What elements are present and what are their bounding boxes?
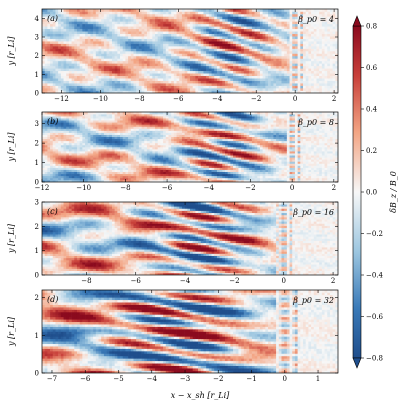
x-tick-label: 0	[290, 184, 294, 192]
x-tick-label: −6	[131, 277, 142, 285]
colorbar-min-arrow	[352, 357, 362, 369]
x-tick-label: −6	[162, 184, 173, 192]
beta-label: β_p0 = 16	[292, 208, 334, 217]
x-tick-label: −2	[245, 184, 255, 192]
y-tick-label: 0	[35, 90, 39, 98]
y-tick-label: 1	[35, 247, 39, 255]
beta-label: β_p0 = 8	[297, 118, 334, 127]
y-tick-label: 2	[35, 223, 39, 231]
y-tick-label: 0	[35, 272, 39, 280]
panel-tag: (a)	[47, 14, 58, 23]
colorbar-tick-label: 0.8	[366, 23, 377, 31]
panel-tag: (d)	[47, 295, 58, 304]
x-tick-label: 2	[332, 95, 336, 103]
colorbar-label: δB_z / B_0	[389, 171, 398, 213]
panel-b: −12 −10 −8 −6 −4 −2 0 2 0 1 2 3 y [r_Li] (b) β_p0 = 8	[7, 111, 339, 192]
x-tick-label: −7	[47, 375, 57, 383]
panel-frame	[41, 8, 339, 94]
y-tick-label: 1	[35, 71, 39, 79]
x-tick-label: 0	[281, 277, 285, 285]
y-tick-label: 3	[35, 34, 39, 42]
y-tick-label: 1	[35, 332, 39, 340]
panel-d: −7 −6 −5 −4 −3 −2 −1 0 1 0 1 2 y [r_Li] (d) β_p0 = 32	[7, 289, 339, 383]
x-tick-label: −12	[54, 95, 69, 103]
beta-label: β_p0 = 32	[292, 296, 334, 305]
x-tick-label: −8	[120, 184, 130, 192]
x-tick-label: −2	[213, 375, 223, 383]
y-tick-label: 2	[35, 294, 39, 302]
x-tick-label: −8	[81, 277, 91, 285]
x-tick-label: −4	[204, 184, 215, 192]
x-tick-label: −10	[93, 95, 108, 103]
colorbar-tick-label: 0.0	[366, 189, 377, 197]
y-axis-label: y [r_Li]	[7, 316, 16, 347]
panel-tag: (b)	[47, 117, 58, 126]
field-map	[42, 112, 338, 182]
colorbar-ticks: −0.8 −0.6 −0.4 −0.2 0.0 0.2 0.4 0.6 0.8	[361, 23, 384, 363]
y-tick-label: 2	[35, 140, 39, 148]
x-tick-label: −4	[180, 277, 191, 285]
y-axis-label: y [r_Li]	[7, 223, 16, 254]
x-tick-label: −2	[251, 95, 261, 103]
beta-label: β_p0 = 4	[297, 15, 334, 24]
colorbar-tick-label: −0.6	[366, 313, 384, 321]
colorbar-max-arrow	[352, 15, 362, 27]
x-tick-label: 0	[293, 95, 297, 103]
panel-c: −8 −6 −4 −2 0 2 0 1 2 3 y [r_Li] (c) β_p0 = 16	[7, 199, 339, 285]
x-tick-label: 2	[332, 184, 336, 192]
x-tick-label: −10	[76, 184, 91, 192]
x-tick-label: −4	[147, 375, 158, 383]
x-tick-label: −8	[134, 95, 144, 103]
x-tick-label: 1	[316, 375, 320, 383]
x-tick-label: −12	[35, 184, 50, 192]
x-tick-label: 0	[283, 375, 287, 383]
y-axis-label: y [r_Li]	[7, 132, 16, 163]
x-tick-label: −4	[212, 95, 223, 103]
y-tick-label: 2	[35, 52, 39, 60]
x-tick-label: −6	[173, 95, 184, 103]
x-tick-label: −2	[229, 277, 239, 285]
field-map	[42, 290, 338, 373]
field-map	[42, 202, 338, 275]
y-tick-label: 1	[35, 159, 39, 167]
field-map	[42, 9, 338, 93]
x-tick-label: −6	[80, 375, 91, 383]
x-axis-label: x − x_sh [r_Li]	[171, 391, 230, 400]
y-tick-label: 3	[35, 120, 39, 128]
x-tick-label: −5	[113, 375, 123, 383]
y-tick-label: 4	[35, 15, 40, 23]
x-tick-label: 2	[331, 277, 335, 285]
panel-frame	[41, 289, 339, 374]
colorbar-tick-label: −0.8	[366, 355, 383, 363]
panel-frame	[41, 111, 339, 183]
colorbar: −0.8 −0.6 −0.4 −0.2 0.0 0.2 0.4 0.6 0.8 δB_z / B…	[352, 15, 398, 369]
y-tick-label: 0	[35, 370, 39, 378]
panel-frame	[41, 201, 339, 276]
colorbar-tick-label: −0.4	[366, 272, 384, 280]
y-axis-label: y [r_Li]	[7, 36, 16, 67]
colorbar-tick-label: 0.6	[366, 64, 378, 72]
y-tick-label: 3	[35, 199, 39, 207]
x-tick-label: −3	[180, 375, 190, 383]
panel-a: −12 −10 −8 −6 −4 −2 0 2 0 1 2 3 4 y [r_Li] (a) β_p0 = 4	[7, 8, 339, 103]
colorbar-tick-label: 0.2	[366, 147, 377, 155]
colorbar-tick-label: 0.4	[366, 106, 378, 114]
y-tick-label: 0	[35, 179, 39, 187]
x-tick-label: −1	[246, 375, 256, 383]
colorbar-tick-label: −0.2	[366, 230, 383, 238]
colorbar-gradient	[352, 25, 362, 359]
panel-tag: (c)	[47, 207, 58, 216]
